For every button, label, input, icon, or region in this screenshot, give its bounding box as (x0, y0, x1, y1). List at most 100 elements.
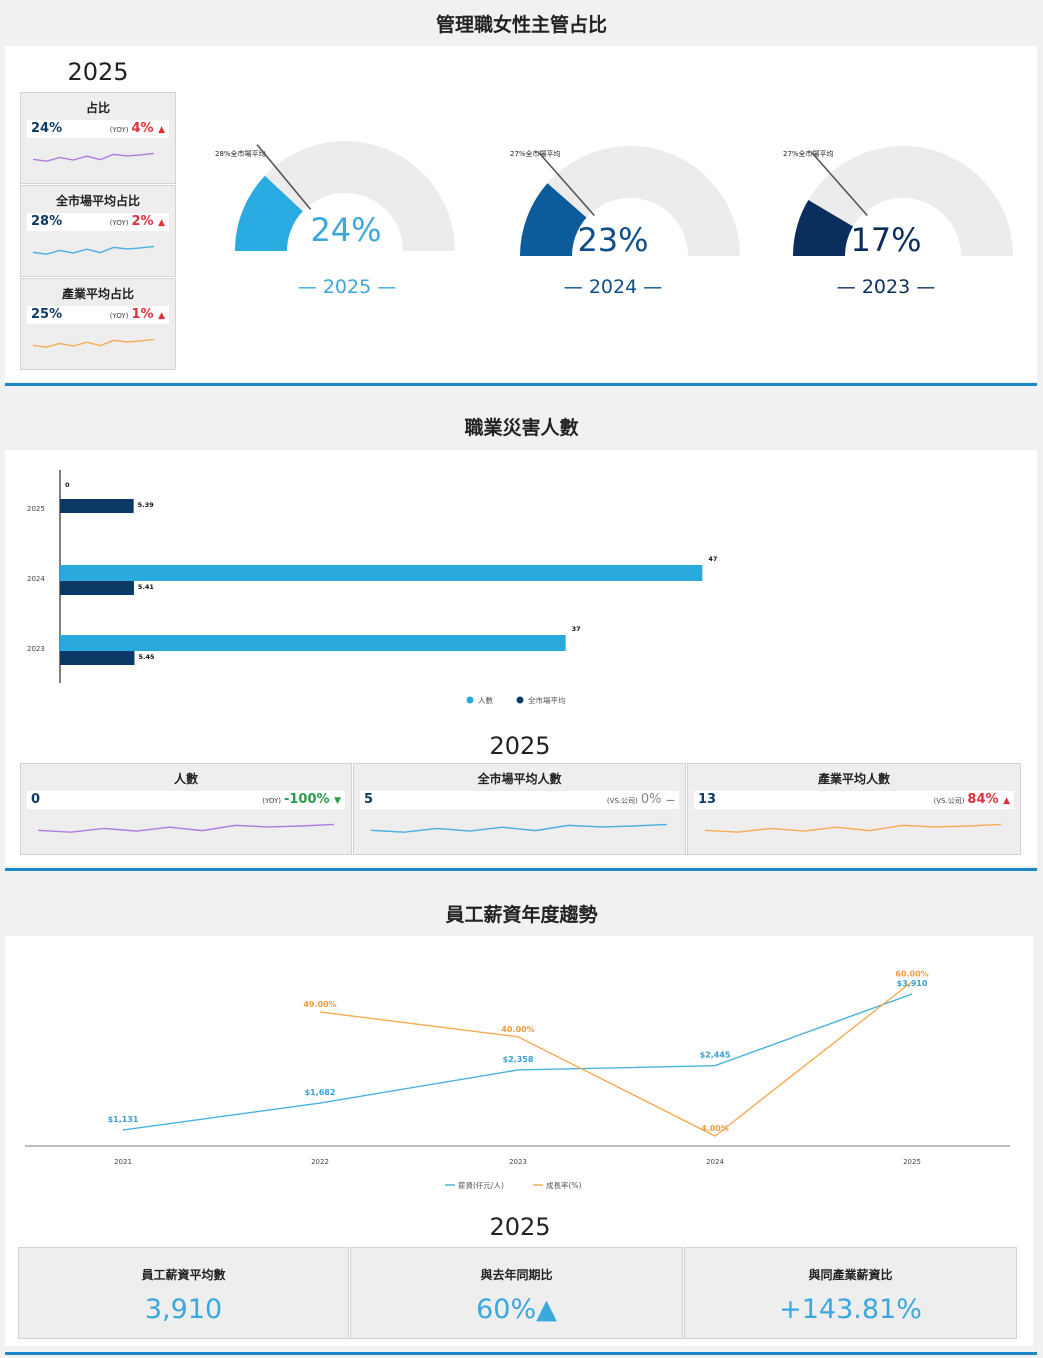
gauge-fill (520, 183, 587, 256)
kpi-value: 0 (31, 792, 41, 807)
x-tick-label: 2025 (903, 1158, 921, 1166)
kpi-yoy-growth: 與去年同期比 60%▲ (350, 1247, 683, 1339)
gauge-average-marker (256, 144, 312, 210)
kpi-title: 占比 (85, 101, 110, 115)
kpi-value: 13 (698, 792, 717, 807)
kpi-change: 1% (131, 307, 154, 322)
up-arrow-icon: ▲ (158, 311, 165, 321)
x-tick-label: 2024 (706, 1158, 724, 1166)
kpi-market-average-count: 全市場平均人數 5 (VS.公司) 0% — (353, 763, 686, 855)
sparkline (32, 245, 155, 255)
y-tick-label: 2024 (27, 575, 45, 583)
section3-year: 2025 (489, 1213, 551, 1241)
kpi-title: 與去年同期比 (480, 1268, 553, 1282)
kpi-value: 25% (31, 307, 63, 322)
gauge-2025: 28%全市場平均 24% — 2025 — (210, 141, 480, 321)
bar-count-label: 37 (572, 625, 581, 633)
y-tick-label: 2023 (27, 645, 45, 653)
section1-title: 管理職女性主管占比 (435, 14, 607, 36)
bar-count-label: 47 (708, 555, 717, 563)
section2-title: 職業災害人數 (464, 417, 579, 439)
kpi-title: 全市場平均人數 (477, 772, 562, 786)
section2-panel: 2025 0 5.39 2024 47 5.41 2023 37 5.45 人數 全市場平均 202… (5, 450, 1037, 866)
sparkline (32, 338, 155, 348)
section-divider (5, 1352, 1037, 1355)
kpi-change: -100% (283, 792, 330, 807)
bar-market-average-label: 5.41 (138, 583, 155, 591)
x-tick-label: 2022 (311, 1158, 329, 1166)
sparkline (370, 823, 668, 833)
kpi-average-salary: 員工薪資平均數 3,910 (18, 1247, 349, 1339)
gauge-year: — 2024 — (563, 276, 663, 298)
section1-panel: 2025 占比 24% (YOY) 4% ▲ 全市場平均占比 28% (YOY) 2… (5, 46, 1037, 382)
gauge-arc (793, 146, 1013, 256)
section3-panel: 2021 2022 2023 2024 2025 $1,131 $1,682 $2,358 $2… (5, 936, 1033, 1346)
kpi-title: 人數 (173, 772, 198, 786)
kpi-yoy-label: (VS.公司) (933, 797, 965, 805)
salary-line (122, 993, 913, 1131)
sparkline-path (704, 823, 1002, 833)
gauge-2023: 27%全市場平均 17% — 2023 — (768, 146, 1038, 326)
salary-line-chart: 2021 2022 2023 2024 2025 $1,131 $1,682 $2,358 $2… (25, 970, 1010, 1190)
kpi-ratio: 占比 24% (YOY) 4% ▲ (20, 92, 176, 184)
growth-point-label: 60.00% (895, 970, 928, 979)
kpi-change: 84% (967, 792, 999, 807)
gauge-value: 24% (310, 211, 382, 249)
kpi-change: 0% (640, 792, 662, 807)
sparkline-path (32, 338, 155, 348)
kpi-yoy-label: (YOY) (109, 126, 129, 134)
kpi-value: 3,910 (144, 1294, 223, 1325)
kpi-change: 2% (131, 214, 154, 229)
kpi-yoy-label: (YOY) (109, 312, 129, 320)
section-divider (5, 868, 1037, 871)
x-tick-label: 2021 (114, 1158, 132, 1166)
gauge-value: 23% (577, 221, 649, 259)
bar-count-label: 0 (65, 481, 70, 489)
kpi-industry-average-count: 產業平均人數 13 (VS.公司) 84% ▲ (687, 763, 1021, 855)
salary-point-label: $2,358 (503, 1055, 534, 1064)
bar-count (60, 635, 566, 651)
bar-market-average-label: 5.45 (138, 653, 155, 661)
gauge-year: — 2025 — (297, 276, 397, 298)
kpi-market-average-ratio: 全市場平均占比 28% (YOY) 2% ▲ (20, 185, 176, 277)
gauge-average-marker (811, 151, 868, 217)
gauge-fill (793, 200, 854, 256)
section3-title: 員工薪資年度趨勢 (445, 904, 598, 926)
gauge-2024: 27%全市場平均 23% — 2024 — (495, 146, 765, 326)
kpi-industry-average-ratio: 產業平均占比 25% (YOY) 1% ▲ (20, 278, 176, 370)
down-arrow-icon: ▼ (334, 796, 341, 806)
kpi-injury-count: 人數 0 (YOY) -100% ▼ (20, 763, 352, 855)
bar-market-average-label: 5.39 (138, 501, 155, 509)
kpi-title: 員工薪資平均數 (141, 1268, 226, 1282)
kpi-title: 全市場平均占比 (55, 194, 140, 208)
kpi-value: 5 (364, 792, 374, 807)
section-divider (5, 383, 1037, 386)
up-arrow-icon: ▲ (1003, 796, 1010, 806)
kpi-title: 與同產業薪資比 (808, 1268, 893, 1282)
gauge-fill (235, 175, 303, 251)
section2-year: 2025 (489, 732, 551, 760)
kpi-title: 產業平均人數 (817, 772, 890, 786)
salary-point-label: $3,910 (897, 979, 928, 988)
salary-point-label: $1,131 (108, 1115, 139, 1124)
sparkline-path (32, 245, 155, 255)
legend-marker (466, 696, 474, 704)
gauge-average-label: 27%全市場平均 (510, 150, 561, 158)
sparkline (704, 823, 1002, 833)
bar-market-average (60, 651, 135, 665)
kpi-change: 4% (131, 121, 154, 136)
gauge-value: 17% (850, 221, 922, 259)
legend-marker (516, 696, 524, 704)
kpi-value: 28% (31, 214, 63, 229)
legend-label: 成長率(%) (546, 1180, 582, 1190)
bar-count (60, 565, 703, 581)
y-tick-label: 2025 (27, 505, 45, 513)
sparkline-path (370, 823, 668, 833)
kpi-yoy-label: (VS.公司) (606, 797, 638, 805)
sparkline-path (37, 823, 335, 833)
gauge-average-label: 27%全市場平均 (783, 150, 834, 158)
bar-market-average (60, 499, 134, 513)
sparkline-path (32, 152, 155, 162)
kpi-yoy-label: (YOY) (109, 219, 129, 227)
kpi-value: 60%▲ (476, 1294, 557, 1325)
